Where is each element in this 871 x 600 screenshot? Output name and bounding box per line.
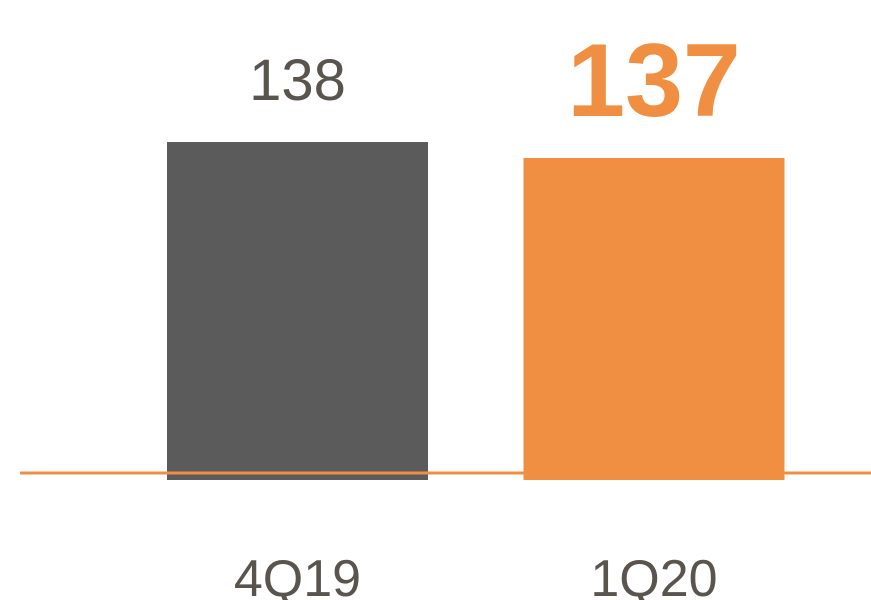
bar <box>523 158 785 480</box>
bar <box>167 142 428 480</box>
category-label: 4Q19 <box>234 550 361 600</box>
bars <box>167 142 785 480</box>
value-label: 138 <box>249 48 346 113</box>
category-label: 1Q20 <box>590 550 717 600</box>
value-label: 137 <box>567 23 741 139</box>
